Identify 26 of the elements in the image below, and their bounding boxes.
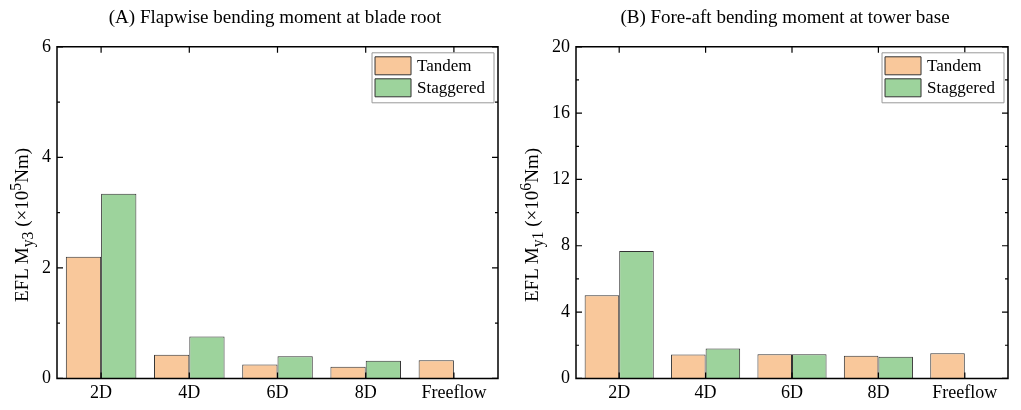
x-tick-label: Freeflow [932,381,998,402]
x-tick-label: 6D [266,381,289,402]
chart-title: (A) Flapwise bending moment at blade root [107,6,443,28]
x-tick-label: 4D [178,381,201,402]
y-tick-label: 16 [552,101,570,122]
x-tick-label: 2D [608,381,631,402]
x-tick-label: 4D [694,381,717,402]
y-tick-label: 20 [552,35,570,56]
y-tick-label: 4 [561,300,570,321]
y-tick-label: 6 [42,35,51,56]
legend-label: Staggered [417,78,486,98]
legend-label: Staggered [927,78,996,98]
x-tick-label: 2D [90,381,113,402]
y-tick-label: 2 [42,256,51,277]
y-tick-label: 0 [561,367,570,388]
y-tick-label: 12 [552,168,570,189]
x-tick-label: 6D [781,381,803,402]
y-tick-label: 4 [42,146,51,167]
y-tick-label: 8 [561,234,570,255]
x-tick-label: Freeflow [421,381,487,402]
chart-title: (B) Fore-aft bending moment at tower base [619,6,951,28]
legend-label: Tandem [927,56,982,76]
x-tick-label: 8D [354,381,377,402]
y-tick-label: 0 [42,367,51,388]
x-tick-label: 8D [867,381,890,402]
legend-label: Tandem [417,56,472,76]
